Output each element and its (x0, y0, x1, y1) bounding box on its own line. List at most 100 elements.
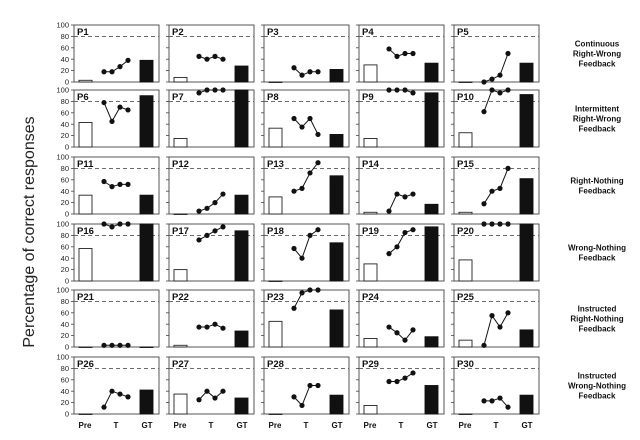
pre-bar (268, 320, 283, 348)
training-point (196, 237, 202, 243)
training-point (394, 87, 400, 93)
x-tick-label: GT (426, 421, 437, 430)
y-tick-label: 80 (61, 364, 69, 373)
training-line (198, 89, 223, 94)
training-point (307, 115, 313, 122)
panel-p20: P20 (451, 221, 540, 282)
pre-bar (458, 211, 473, 215)
y-tick-label: 20 (61, 331, 69, 340)
training-line (483, 53, 509, 83)
panel-p12: P12 (166, 156, 255, 215)
pre-bar (363, 64, 378, 83)
training-point (386, 251, 392, 257)
panel-p19: P19 (356, 223, 445, 282)
training-line (388, 48, 413, 57)
x-tick-label: T (114, 421, 119, 430)
gt-bar (519, 394, 534, 415)
panel-frame (168, 356, 255, 415)
training-line (293, 67, 318, 76)
panel-p2: P2 (166, 24, 255, 83)
y-tick-label: 60 (61, 242, 69, 251)
y-tick-label: 40 (61, 120, 69, 129)
training-point (125, 107, 131, 113)
training-point (291, 245, 297, 252)
y-tick-label: 60 (61, 108, 69, 117)
panel-p29: P29 (356, 356, 445, 415)
panel-frame (168, 289, 255, 348)
training-line (293, 117, 319, 135)
training-point (109, 224, 115, 230)
panel-label: P25 (457, 292, 475, 303)
training-point (117, 181, 123, 187)
training-line (389, 372, 414, 383)
training-point (489, 398, 495, 404)
y-tick-label: 0 (65, 277, 69, 286)
pre-bar (458, 259, 473, 282)
panel-p1: 0 20 40 60 80 100 P1 (56, 21, 160, 87)
panel-p6: 0 20 40 60 80 100 P6 (56, 86, 160, 152)
training-point (101, 404, 107, 410)
training-point (212, 87, 218, 93)
pre-bar (173, 269, 188, 282)
gt-bar (234, 397, 249, 415)
training-point (196, 90, 202, 96)
panel-frame (73, 89, 160, 148)
training-point (299, 290, 305, 296)
panel-frame (73, 356, 160, 415)
gt-bar (139, 346, 154, 348)
gt-bar (519, 223, 534, 282)
training-point (291, 394, 297, 400)
y-tick-label: 0 (65, 343, 69, 352)
training-point (307, 287, 313, 293)
y-tick-label: 100 (56, 286, 69, 295)
x-tick-label: T (304, 421, 309, 430)
training-point (299, 72, 305, 78)
panel-p5: P5 (451, 24, 540, 85)
panel-p21: 0 20 40 60 80 100 P21 (56, 286, 160, 352)
panel-p8: P8 (261, 89, 350, 148)
training-point (386, 208, 392, 214)
pre-bar (458, 81, 473, 83)
training-point (291, 188, 297, 194)
gt-bar (139, 194, 154, 215)
training-point (315, 160, 321, 166)
y-tick-label: 40 (61, 187, 69, 196)
y-tick-label: 0 (65, 143, 69, 152)
training-point (212, 200, 218, 206)
gt-bar (234, 230, 249, 282)
panel-label: P12 (172, 159, 189, 170)
training-point (402, 337, 408, 343)
training-point (386, 324, 392, 330)
training-point (212, 53, 218, 59)
pre-bar (78, 413, 93, 415)
panel-label: P5 (457, 27, 469, 38)
panel-label: P15 (457, 159, 475, 170)
training-point (117, 221, 123, 227)
training-point (307, 232, 313, 238)
pre-bar (268, 413, 283, 415)
pre-bar (363, 405, 378, 415)
pre-bar (78, 122, 93, 148)
training-point (196, 53, 202, 59)
training-line (198, 226, 224, 241)
panel-label: P23 (267, 292, 284, 303)
training-point (109, 388, 115, 394)
training-point (204, 388, 210, 394)
training-line (103, 102, 129, 123)
training-point (489, 221, 495, 227)
panel-label: P13 (267, 159, 284, 170)
panel-p22: P22 (166, 289, 255, 348)
x-tick-label: Pre (79, 421, 92, 430)
training-point (299, 255, 305, 261)
training-point (307, 69, 313, 75)
training-point (394, 378, 400, 385)
training-point (386, 46, 392, 52)
panel-p18: P18 (261, 223, 350, 282)
training-point (489, 188, 495, 194)
training-point (402, 50, 408, 57)
training-line (388, 326, 414, 341)
training-point (481, 201, 487, 207)
panel-frame (358, 223, 445, 282)
condition-label: Intermittent Right-Wrong Feedback (573, 105, 621, 134)
panel-label: P26 (77, 359, 94, 370)
